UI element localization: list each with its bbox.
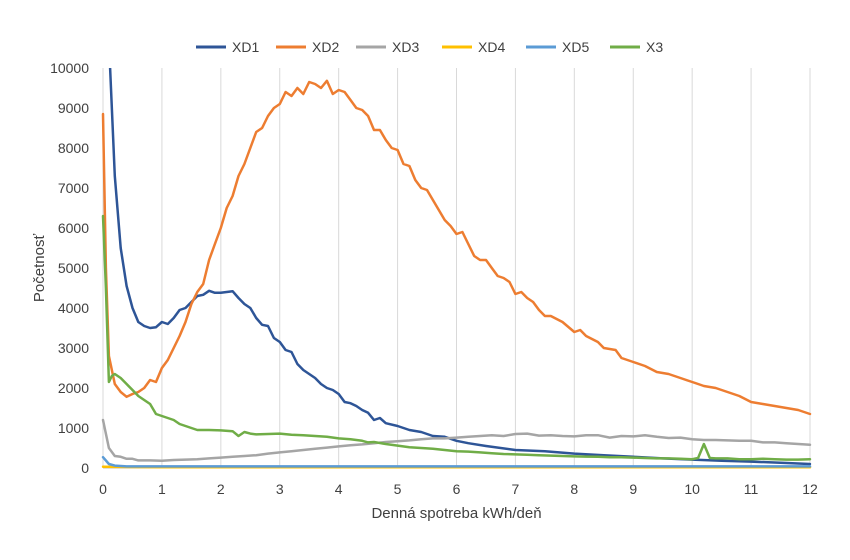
- legend-label: XD3: [392, 39, 419, 55]
- y-tick-label: 5000: [58, 260, 89, 276]
- y-tick-label: 2000: [58, 380, 89, 396]
- x-tick-label: 10: [684, 481, 700, 497]
- x-tick-label: 8: [570, 481, 578, 497]
- x-tick-label: 9: [629, 481, 637, 497]
- x-tick-label: 11: [744, 481, 759, 497]
- x-tick-label: 1: [158, 481, 166, 497]
- x-axis-title: Denná spotreba kWh/deň: [371, 505, 541, 522]
- y-tick-label: 7000: [58, 180, 89, 196]
- y-tick-label: 6000: [58, 220, 89, 236]
- y-tick-label: 1000: [58, 420, 89, 436]
- legend-item-xd5: XD5: [526, 39, 589, 55]
- legend-item-x3: X3: [610, 39, 663, 55]
- series-line-xd3: [101, 418, 812, 463]
- legend-item-xd1: XD1: [196, 39, 259, 55]
- gridlines: [102, 68, 811, 468]
- y-tick-label: 0: [81, 460, 89, 476]
- y-tick-label: 9000: [58, 100, 89, 116]
- legend-label: XD5: [562, 39, 589, 55]
- legend-label: XD2: [312, 39, 339, 55]
- series-line-xd2: [101, 79, 812, 416]
- legend: XD1 XD2 XD3 XD4 XD5 X3: [196, 39, 663, 55]
- x-tick-label: 6: [453, 481, 461, 497]
- y-axis-title: Početnosť: [31, 234, 48, 303]
- y-tick-label: 10000: [50, 60, 89, 76]
- x-tick-label: 4: [335, 481, 343, 497]
- x-tick-label: 12: [802, 481, 818, 497]
- x-tick-label: 7: [512, 481, 520, 497]
- legend-item-xd2: XD2: [276, 39, 339, 55]
- y-tick-label: 3000: [58, 340, 89, 356]
- series-line-xd5: [101, 455, 812, 468]
- series-line-x3: [101, 214, 812, 461]
- x-tick-label: 5: [394, 481, 402, 497]
- legend-item-xd4: XD4: [442, 39, 505, 55]
- series-line-xd1: [108, 68, 812, 466]
- legend-item-xd3: XD3: [356, 39, 419, 55]
- legend-label: XD4: [478, 39, 505, 55]
- series-lines: [101, 68, 812, 469]
- x-tick-label: 2: [217, 481, 225, 497]
- legend-label: X3: [646, 39, 663, 55]
- y-tick-label: 4000: [58, 300, 89, 316]
- x-tick-label: 0: [99, 481, 107, 497]
- axes: 0 1 2 3 4 5 6 7 8 9 10 11 12010002000300040005000600…: [50, 60, 818, 497]
- y-tick-label: 8000: [58, 140, 89, 156]
- x-tick-label: 3: [276, 481, 284, 497]
- legend-label: XD1: [232, 39, 259, 55]
